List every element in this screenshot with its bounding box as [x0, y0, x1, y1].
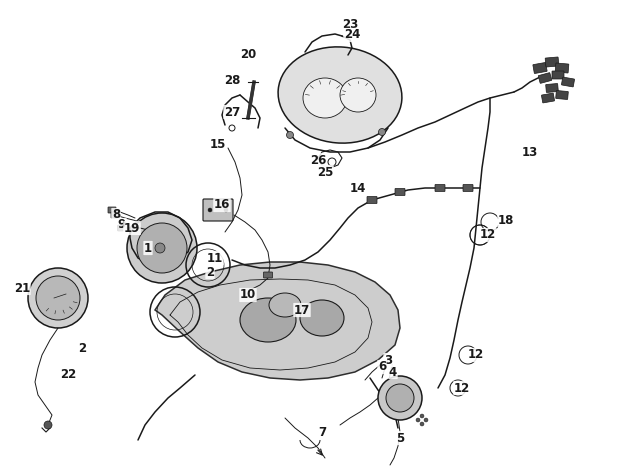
Circle shape	[28, 268, 88, 328]
Text: 6: 6	[378, 361, 386, 373]
Text: 23: 23	[342, 19, 358, 31]
FancyBboxPatch shape	[545, 57, 559, 67]
FancyBboxPatch shape	[533, 63, 547, 74]
Ellipse shape	[278, 47, 402, 143]
Text: 16: 16	[214, 199, 230, 211]
Text: 26: 26	[310, 153, 326, 167]
FancyBboxPatch shape	[367, 197, 377, 203]
FancyBboxPatch shape	[395, 189, 405, 196]
FancyBboxPatch shape	[541, 93, 554, 103]
Text: 28: 28	[224, 74, 240, 86]
FancyBboxPatch shape	[108, 207, 116, 213]
Text: 7: 7	[318, 426, 326, 438]
Text: 13: 13	[522, 145, 538, 159]
Circle shape	[208, 208, 212, 212]
Circle shape	[424, 418, 428, 422]
Text: 24: 24	[344, 28, 360, 41]
Text: 20: 20	[240, 48, 256, 61]
FancyBboxPatch shape	[552, 71, 564, 79]
Text: 11: 11	[207, 251, 223, 265]
Circle shape	[44, 421, 52, 429]
Text: 5: 5	[396, 431, 404, 445]
Circle shape	[378, 129, 386, 135]
FancyBboxPatch shape	[111, 212, 119, 218]
FancyBboxPatch shape	[263, 272, 273, 278]
FancyBboxPatch shape	[463, 184, 473, 191]
Ellipse shape	[269, 293, 301, 317]
Circle shape	[287, 132, 294, 139]
Circle shape	[137, 223, 187, 273]
Circle shape	[420, 422, 424, 426]
Text: 21: 21	[14, 282, 30, 294]
FancyBboxPatch shape	[435, 184, 445, 191]
Circle shape	[378, 376, 422, 420]
Text: 27: 27	[224, 105, 240, 118]
Text: 2: 2	[206, 266, 214, 278]
FancyBboxPatch shape	[556, 91, 569, 99]
Text: 12: 12	[468, 349, 484, 361]
Text: 12: 12	[454, 381, 470, 395]
FancyBboxPatch shape	[555, 63, 569, 73]
Circle shape	[155, 243, 165, 253]
Text: 17: 17	[294, 304, 310, 316]
FancyBboxPatch shape	[562, 77, 575, 87]
Ellipse shape	[300, 300, 344, 336]
FancyBboxPatch shape	[538, 73, 552, 83]
Text: 10: 10	[240, 288, 256, 302]
Text: 25: 25	[317, 165, 333, 179]
Text: 4: 4	[389, 365, 397, 379]
Ellipse shape	[303, 78, 347, 118]
FancyBboxPatch shape	[118, 225, 126, 231]
FancyBboxPatch shape	[546, 84, 558, 93]
Text: 15: 15	[210, 139, 226, 152]
Text: 3: 3	[384, 353, 392, 367]
Text: 2: 2	[78, 342, 86, 354]
Circle shape	[420, 414, 424, 418]
Text: 18: 18	[498, 213, 514, 227]
Circle shape	[386, 384, 414, 412]
Text: 12: 12	[480, 228, 496, 241]
Text: 8: 8	[112, 209, 120, 221]
Text: 14: 14	[350, 181, 366, 194]
Circle shape	[416, 418, 420, 422]
Circle shape	[127, 213, 197, 283]
FancyBboxPatch shape	[203, 199, 233, 221]
Ellipse shape	[340, 78, 376, 112]
Text: 1: 1	[144, 241, 152, 255]
Polygon shape	[155, 262, 400, 380]
Circle shape	[224, 208, 228, 212]
Text: 19: 19	[124, 221, 140, 235]
Circle shape	[36, 276, 80, 320]
Text: 9: 9	[118, 218, 126, 231]
Ellipse shape	[240, 298, 296, 342]
Text: 22: 22	[60, 369, 76, 381]
